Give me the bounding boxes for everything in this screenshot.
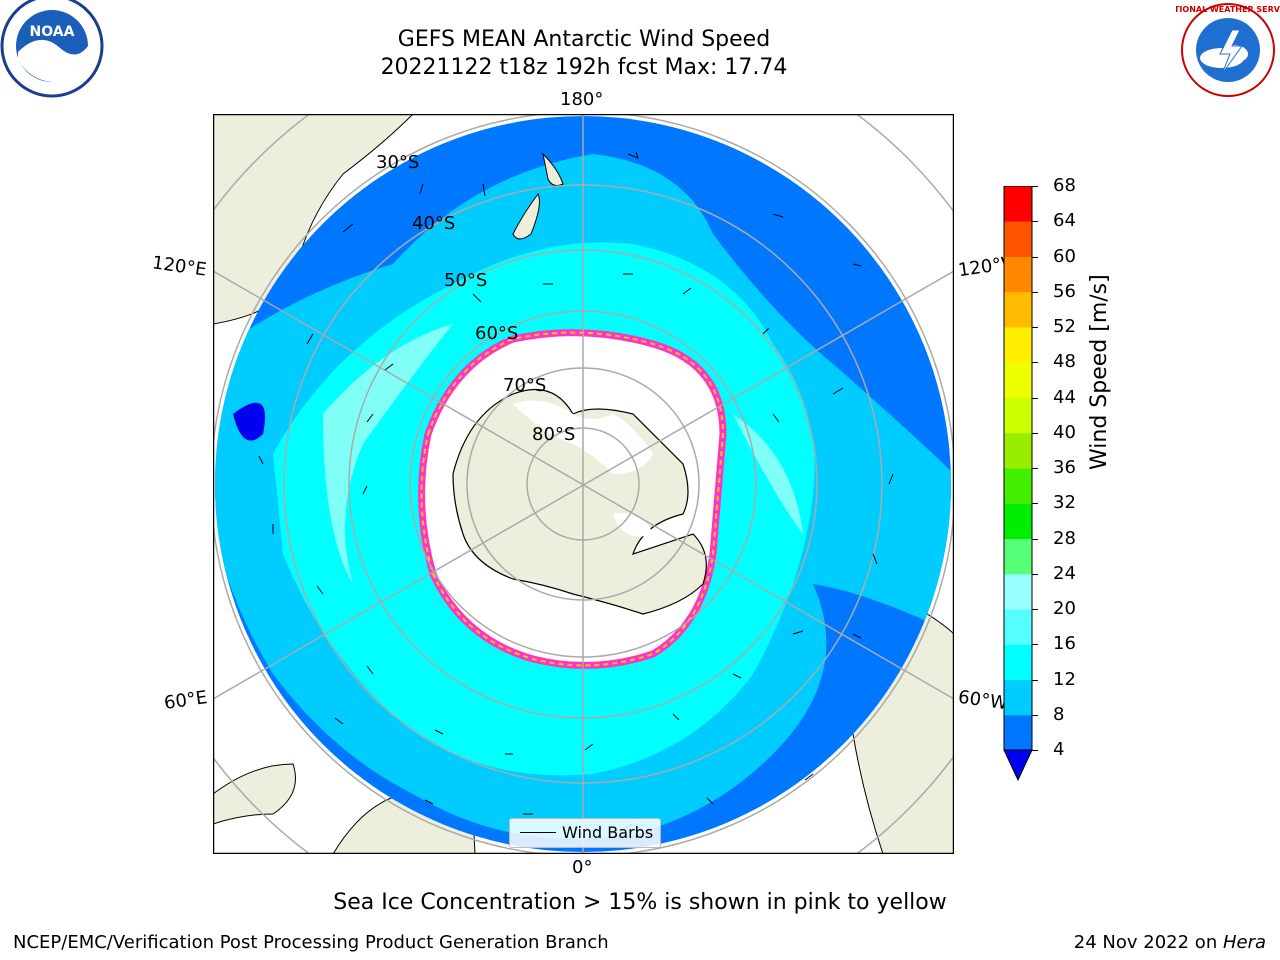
colorbar-tick-mark	[1032, 644, 1038, 646]
colorbar-tick-mark	[1032, 679, 1038, 681]
generation-date: 24 Nov 2022 on Hera	[1074, 932, 1266, 953]
colorbar-segment	[1004, 291, 1032, 328]
sea-ice-edge	[420, 331, 725, 667]
colorbar-segment	[1004, 221, 1032, 257]
colorbar-segment	[1004, 256, 1032, 293]
lat-label-30: 30°S	[376, 152, 420, 173]
colorbar-extend-triangle	[1003, 749, 1033, 782]
wind-barb-legend-label: Wind Barbs	[562, 823, 654, 842]
colorbar-segment	[1004, 362, 1032, 398]
colorbar-segment	[1004, 644, 1032, 680]
colorbar-tick-mark	[1032, 221, 1038, 223]
colorbar-segment	[1004, 573, 1032, 610]
colorbar-segment	[1004, 679, 1032, 716]
nws-logo-text: NATIONAL WEATHER SERVICE	[1176, 5, 1280, 14]
wind-barb-legend-line	[520, 832, 556, 833]
colorbar-tick-mark	[1032, 186, 1038, 187]
colorbar-segment-top	[1004, 186, 1032, 222]
lon-label-top: 180°	[560, 89, 604, 110]
wind-band-pale	[323, 324, 453, 584]
colorbar-tick-mark	[1032, 573, 1038, 575]
colorbar-tick-mark	[1032, 714, 1038, 716]
nws-logo: NATIONAL WEATHER SERVICE	[1176, 3, 1280, 97]
colorbar-tick-label: 68	[1053, 175, 1076, 196]
colorbar-tick-mark	[1032, 256, 1038, 258]
colorbar-tick-label: 4	[1053, 739, 1065, 760]
colorbar-tick-mark	[1032, 750, 1038, 751]
wind-band-pale-east	[733, 414, 803, 534]
colorbar-segment	[1004, 538, 1032, 575]
date-machine: Hera	[1222, 932, 1266, 953]
lon-label-upper-left: 120°E	[150, 252, 208, 281]
colorbar-segment	[1004, 503, 1032, 539]
polar-map	[213, 114, 954, 854]
colorbar-tick-label: 52	[1053, 316, 1076, 337]
colorbar-tick-label: 40	[1053, 421, 1076, 443]
branch-credit: NCEP/EMC/Verification Post Processing Pr…	[13, 932, 609, 953]
colorbar-tick-label: 12	[1053, 668, 1076, 690]
lon-label-bottom: 0°	[572, 857, 593, 878]
map-legend: Wind Barbs	[509, 818, 661, 848]
colorbar-tick-label: 16	[1053, 633, 1076, 655]
colorbar-tick-mark	[1032, 538, 1038, 540]
colorbar-segment	[1004, 468, 1032, 504]
lat-label-40: 40°S	[412, 213, 456, 234]
colorbar-tick-label: 8	[1053, 703, 1065, 725]
lat-label-60: 60°S	[475, 323, 519, 344]
chart-title: GEFS MEAN Antarctic Wind Speed	[397, 27, 771, 52]
graticule	[213, 114, 954, 854]
weddell-ice	[613, 513, 653, 537]
colorbar-segment	[1004, 327, 1032, 363]
colorbar-tick-mark	[1032, 503, 1038, 505]
date-prefix: 24 Nov 2022 on	[1073, 932, 1223, 953]
lat-label-70: 70°S	[503, 375, 547, 396]
new-zealand-land	[512, 152, 564, 240]
sea-ice-note: Sea Ice Concentration > 15% is shown in …	[333, 890, 947, 915]
chart-subtitle: 20221122 t18z 192h fcst Max: 17.74	[380, 55, 788, 80]
colorbar-tick-label: 44	[1053, 386, 1076, 408]
colorbar-tick-label: 28	[1053, 527, 1076, 549]
colorbar-tick-label: 60	[1053, 245, 1076, 267]
noaa-logo-text: NOAA	[30, 24, 75, 40]
colorbar-tick-label: 48	[1053, 351, 1076, 373]
colorbar-label: Wind Speed [m/s]	[1087, 274, 1112, 470]
madagascar-land	[213, 763, 296, 825]
colorbar-tick-mark	[1032, 397, 1038, 399]
lat-label-50: 50°S	[444, 270, 488, 291]
colorbar-tick-mark	[1032, 609, 1038, 610]
colorbar-tick-label: 32	[1053, 492, 1076, 514]
colorbar-tick-label: 56	[1053, 280, 1076, 302]
colorbar-tick-mark	[1032, 432, 1038, 434]
colorbar-tick-mark	[1032, 468, 1038, 469]
colorbar-tick-label: 36	[1053, 457, 1076, 478]
colorbar-tick-mark	[1032, 362, 1038, 364]
colorbar-tick-label: 64	[1053, 210, 1076, 232]
colorbar-tick-mark	[1032, 291, 1038, 293]
lon-label-lower-left: 60°E	[162, 687, 209, 714]
lat-label-80: 80°S	[532, 424, 576, 445]
wind-band-darkest	[233, 402, 265, 441]
colorbar-segment	[1004, 714, 1032, 751]
colorbar-tick-label: 24	[1053, 562, 1076, 584]
colorbar-tick-label: 20	[1053, 598, 1076, 619]
colorbar-segment	[1004, 609, 1032, 645]
colorbar-segment	[1004, 397, 1032, 434]
colorbar-segment	[1004, 432, 1032, 469]
noaa-logo: NOAA	[0, 0, 104, 98]
colorbar-tick-mark	[1032, 327, 1038, 328]
wind-speed-colorbar	[1003, 186, 1033, 782]
